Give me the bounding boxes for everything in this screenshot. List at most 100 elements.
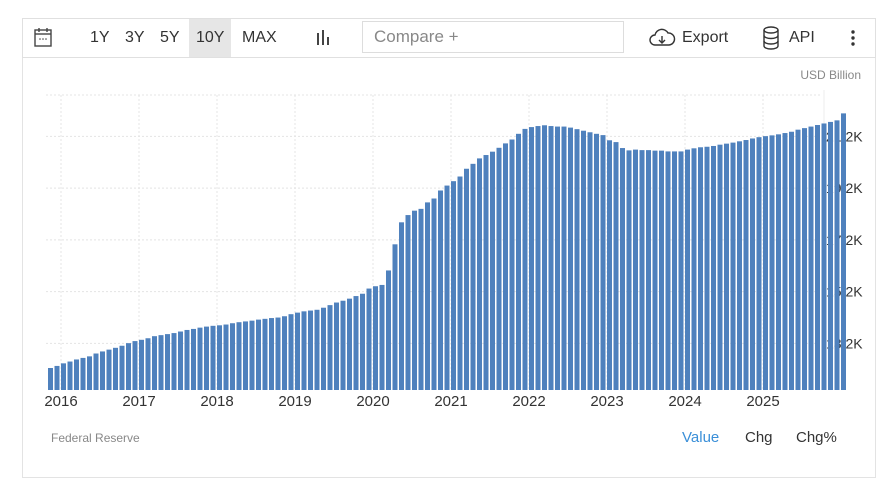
- mode-value-button[interactable]: Value: [682, 429, 720, 446]
- bar: [295, 312, 300, 390]
- bar: [490, 151, 495, 390]
- bar: [737, 141, 742, 390]
- database-icon: [763, 26, 779, 50]
- x-tick-label: 2024: [668, 393, 701, 410]
- bar: [659, 150, 664, 390]
- bar: [776, 134, 781, 390]
- bar: [594, 133, 599, 390]
- range-3y-button[interactable]: 3Y: [125, 29, 145, 46]
- bar: [327, 305, 333, 390]
- range-max-button[interactable]: MAX: [242, 29, 277, 46]
- x-tick-label: 2025: [746, 393, 779, 410]
- bar: [828, 121, 833, 390]
- bar: [366, 288, 372, 390]
- bar: [126, 343, 131, 390]
- bar: [704, 146, 710, 390]
- bar: [678, 151, 684, 390]
- bar: [789, 131, 794, 391]
- bar: [750, 138, 755, 390]
- bar: [717, 144, 723, 390]
- mode-chg-button[interactable]: Chg: [745, 429, 773, 446]
- bar: [308, 310, 313, 390]
- bar: [386, 270, 391, 390]
- bar: [496, 147, 502, 390]
- bar: [197, 327, 203, 390]
- range-5y-button[interactable]: 5Y: [160, 29, 180, 46]
- bar: [561, 126, 567, 390]
- bar: [568, 127, 573, 391]
- range-10y-button[interactable]: 10Y: [189, 19, 232, 57]
- bar: [535, 126, 541, 390]
- bar: [262, 318, 268, 390]
- api-button[interactable]: API: [761, 19, 815, 57]
- bar: [145, 338, 151, 390]
- bar: [230, 323, 235, 390]
- bar: [191, 328, 196, 390]
- bar: [548, 126, 554, 390]
- x-tick-label: 2016: [44, 393, 77, 410]
- bar: [93, 353, 99, 390]
- bar: [373, 286, 378, 390]
- bar: [152, 336, 157, 390]
- bar: [210, 325, 216, 390]
- compare-input[interactable]: [362, 21, 624, 53]
- x-tick-label: 2018: [200, 393, 233, 410]
- x-tick-label: 2019: [278, 393, 311, 410]
- bar: [171, 333, 177, 390]
- bar: [626, 150, 632, 390]
- bar: [106, 349, 112, 390]
- x-tick-label: 2023: [590, 393, 623, 410]
- bar: [132, 341, 138, 390]
- source-label: Federal Reserve: [51, 431, 140, 445]
- bar: [243, 321, 248, 390]
- bar: [178, 331, 183, 390]
- bar: [581, 130, 586, 391]
- bar: [646, 150, 651, 390]
- x-tick-label: 2022: [512, 393, 545, 410]
- bar: [314, 309, 320, 390]
- bar: [672, 151, 677, 390]
- bar: [113, 347, 118, 390]
- bar: [405, 215, 411, 390]
- export-button[interactable]: Export: [648, 19, 728, 57]
- bar: [444, 185, 450, 390]
- bar: [425, 202, 430, 390]
- bar: [620, 148, 625, 390]
- bar: [67, 361, 73, 390]
- bar: [139, 339, 144, 390]
- bar: [782, 133, 788, 390]
- bar: [340, 300, 346, 390]
- bar: [61, 363, 66, 390]
- bar-chart-icon[interactable]: [314, 19, 332, 57]
- bar: [607, 140, 612, 390]
- bar: [769, 135, 775, 390]
- x-tick-label: 2017: [122, 393, 155, 410]
- bar: [334, 302, 339, 390]
- x-tick-label: 2021: [434, 393, 467, 410]
- bar: [691, 148, 697, 390]
- bar: [652, 150, 658, 390]
- vertical-dots-icon[interactable]: [849, 19, 857, 57]
- x-tick-label: 2020: [356, 393, 389, 410]
- mode-chg-pct-button[interactable]: Chg%: [796, 429, 837, 446]
- calendar-icon[interactable]: [33, 19, 53, 57]
- bar: [217, 325, 222, 390]
- range-1y-button[interactable]: 1Y: [90, 29, 110, 46]
- bar: [321, 307, 326, 390]
- bar: [756, 137, 762, 390]
- bar: [503, 143, 508, 390]
- bar: [80, 357, 86, 390]
- bar: [100, 351, 105, 390]
- bar: [639, 150, 645, 390]
- bar: [685, 149, 690, 390]
- bar: [574, 129, 580, 390]
- bar: [613, 142, 619, 390]
- cloud-download-icon: [649, 28, 676, 46]
- bar: [431, 198, 437, 390]
- bar: [477, 158, 482, 390]
- bar: [223, 324, 229, 390]
- bar: [516, 133, 521, 390]
- bar: [399, 222, 404, 390]
- bar: [165, 334, 170, 390]
